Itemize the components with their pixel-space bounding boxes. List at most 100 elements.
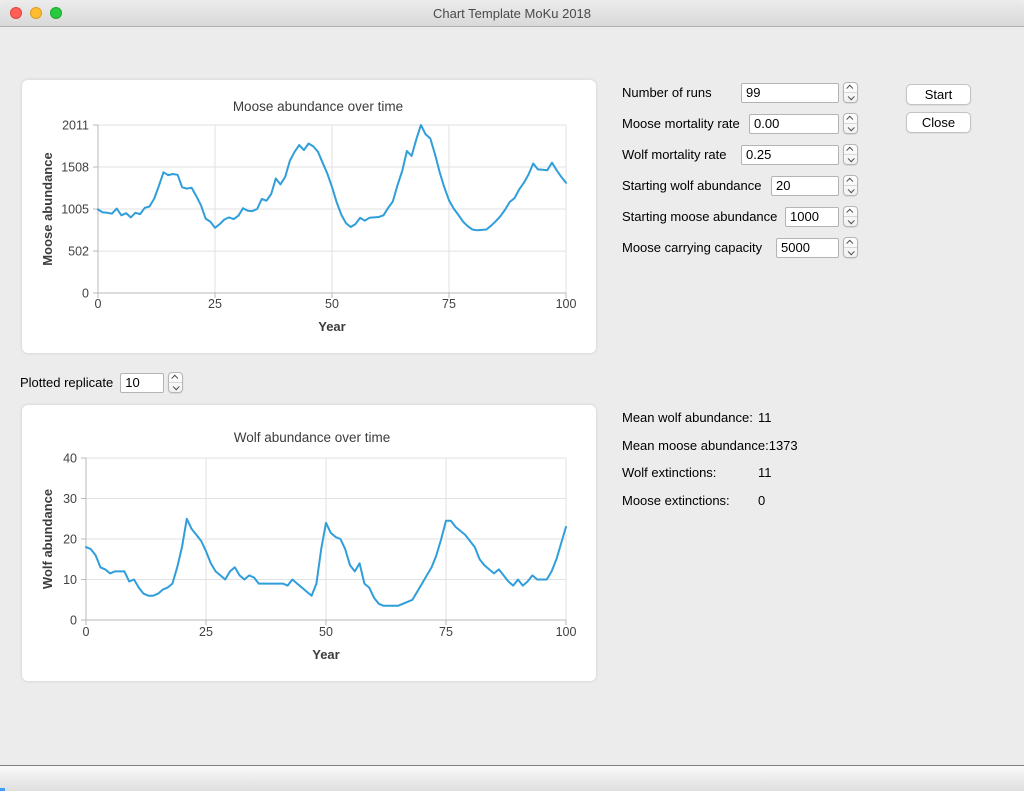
stat-label: Mean moose abundance: — [622, 438, 769, 453]
stat-value: 1373 — [768, 438, 798, 453]
wolf-chart-panel: 0 10 20 30 40 0 25 50 75 100 Wolf abundance over t… — [22, 405, 596, 681]
chevron-down-icon — [847, 186, 855, 194]
close-window-button[interactable] — [10, 7, 22, 19]
starting-moose-stepper[interactable] — [843, 206, 858, 227]
starting-moose-label: Starting moose abundance — [622, 209, 778, 224]
carrying-capacity-input[interactable] — [776, 237, 839, 258]
start-button[interactable]: Start — [906, 84, 971, 105]
svg-text:0: 0 — [82, 287, 89, 301]
starting-moose-input[interactable] — [785, 206, 839, 227]
stepper-divider — [844, 92, 857, 93]
starting-wolf-input[interactable] — [771, 175, 839, 196]
svg-text:Moose abundance over time: Moose abundance over time — [233, 99, 403, 114]
svg-text:1508: 1508 — [61, 161, 89, 175]
stepper-divider — [844, 247, 857, 248]
stat-label: Wolf extinctions: — [622, 465, 717, 480]
stepper-down-button[interactable] — [844, 155, 857, 164]
svg-text:50: 50 — [325, 297, 339, 311]
carrying-capacity-stepper[interactable] — [843, 237, 858, 258]
starting-wolf-stepper[interactable] — [843, 175, 858, 196]
statusbar — [0, 765, 1024, 791]
svg-text:Wolf abundance: Wolf abundance — [40, 489, 55, 589]
window-title: Chart Template MoKu 2018 — [432, 5, 592, 21]
stepper-down-button[interactable] — [844, 124, 857, 133]
stepper-divider — [844, 216, 857, 217]
stepper-up-button[interactable] — [844, 238, 857, 247]
chevron-up-icon — [846, 239, 854, 247]
stepper-down-button[interactable] — [844, 186, 857, 195]
minimize-window-button[interactable] — [30, 7, 42, 19]
svg-text:Year: Year — [318, 319, 345, 334]
wolf-mortality-stepper[interactable] — [843, 144, 858, 165]
zoom-window-button[interactable] — [50, 7, 62, 19]
svg-text:502: 502 — [68, 245, 89, 259]
plotted-replicate-stepper[interactable] — [168, 372, 184, 393]
svg-text:100: 100 — [556, 625, 577, 639]
svg-text:2011: 2011 — [62, 119, 89, 133]
svg-text:10: 10 — [63, 573, 77, 587]
svg-text:1005: 1005 — [61, 203, 89, 217]
traffic-lights — [10, 7, 62, 19]
statusbar-accent — [0, 788, 5, 791]
stat-wolf-extinctions: Wolf extinctions: 11 — [622, 465, 772, 480]
window-content: 0 502 1005 1508 2011 0 25 50 75 100 Moose abundanc… — [0, 27, 1024, 765]
chevron-down-icon — [847, 93, 855, 101]
starting-wolf-label: Starting wolf abundance — [622, 178, 762, 193]
stepper-up-button[interactable] — [844, 114, 857, 123]
svg-text:Wolf abundance over time: Wolf abundance over time — [234, 430, 391, 445]
svg-text:50: 50 — [319, 625, 333, 639]
plotted-replicate-row: Plotted replicate — [20, 372, 184, 393]
moose-mortality-label: Moose mortality rate — [622, 116, 740, 131]
svg-text:0: 0 — [95, 297, 102, 311]
stepper-up-button[interactable] — [844, 145, 857, 154]
stat-moose-extinctions: Moose extinctions: 0 — [622, 493, 765, 508]
form-row-moose-mortality: Moose mortality rate — [622, 113, 858, 134]
svg-text:Year: Year — [312, 647, 339, 662]
stepper-up-button[interactable] — [844, 176, 857, 185]
form-row-starting-wolf: Starting wolf abundance — [622, 175, 858, 196]
stepper-up-button[interactable] — [844, 207, 857, 216]
carrying-capacity-label: Moose carrying capacity — [622, 240, 763, 255]
stepper-down-button[interactable] — [844, 93, 857, 102]
stepper-divider — [169, 382, 183, 383]
chevron-up-icon — [846, 115, 854, 123]
stat-value: 11 — [758, 410, 772, 425]
stepper-divider — [844, 123, 857, 124]
stat-mean-wolf-abundance: Mean wolf abundance: 11 — [622, 410, 772, 425]
titlebar[interactable]: Chart Template MoKu 2018 — [0, 0, 1024, 27]
wolf-abundance-chart: 0 10 20 30 40 0 25 50 75 100 Wolf abundance over t… — [40, 430, 577, 662]
plotted-replicate-label: Plotted replicate — [20, 375, 114, 390]
wolf-mortality-label: Wolf mortality rate — [622, 147, 727, 162]
chevron-down-icon — [847, 155, 855, 163]
stepper-up-button[interactable] — [844, 83, 857, 92]
stat-value: 0 — [758, 493, 766, 508]
stepper-up-button[interactable] — [169, 373, 182, 382]
svg-text:25: 25 — [208, 297, 222, 311]
number-of-runs-stepper[interactable] — [843, 82, 858, 103]
svg-text:0: 0 — [83, 625, 90, 639]
moose-mortality-input[interactable] — [749, 113, 839, 134]
chevron-up-icon — [846, 146, 854, 154]
svg-text:30: 30 — [63, 492, 77, 506]
stat-value: 11 — [758, 465, 772, 480]
stat-mean-moose-abundance: Mean moose abundance: 1373 — [622, 438, 798, 453]
chevron-up-icon — [171, 374, 179, 382]
stepper-divider — [844, 185, 857, 186]
svg-text:75: 75 — [439, 625, 453, 639]
chevron-up-icon — [846, 208, 854, 216]
plotted-replicate-input[interactable] — [120, 372, 165, 393]
wolf-mortality-input[interactable] — [741, 144, 839, 165]
stepper-down-button[interactable] — [844, 248, 857, 257]
close-button[interactable]: Close — [906, 112, 971, 133]
moose-abundance-chart: 0 502 1005 1508 2011 0 25 50 75 100 Moose abundanc… — [40, 99, 576, 334]
number-of-runs-label: Number of runs — [622, 85, 712, 100]
stepper-down-button[interactable] — [844, 217, 857, 226]
stat-label: Moose extinctions: — [622, 493, 730, 508]
moose-mortality-stepper[interactable] — [843, 113, 858, 134]
chevron-down-icon — [847, 248, 855, 256]
chevron-down-icon — [847, 124, 855, 132]
svg-text:0: 0 — [70, 614, 77, 628]
number-of-runs-input[interactable] — [741, 82, 839, 103]
svg-text:Moose abundance: Moose abundance — [40, 152, 55, 265]
stepper-down-button[interactable] — [169, 383, 182, 392]
